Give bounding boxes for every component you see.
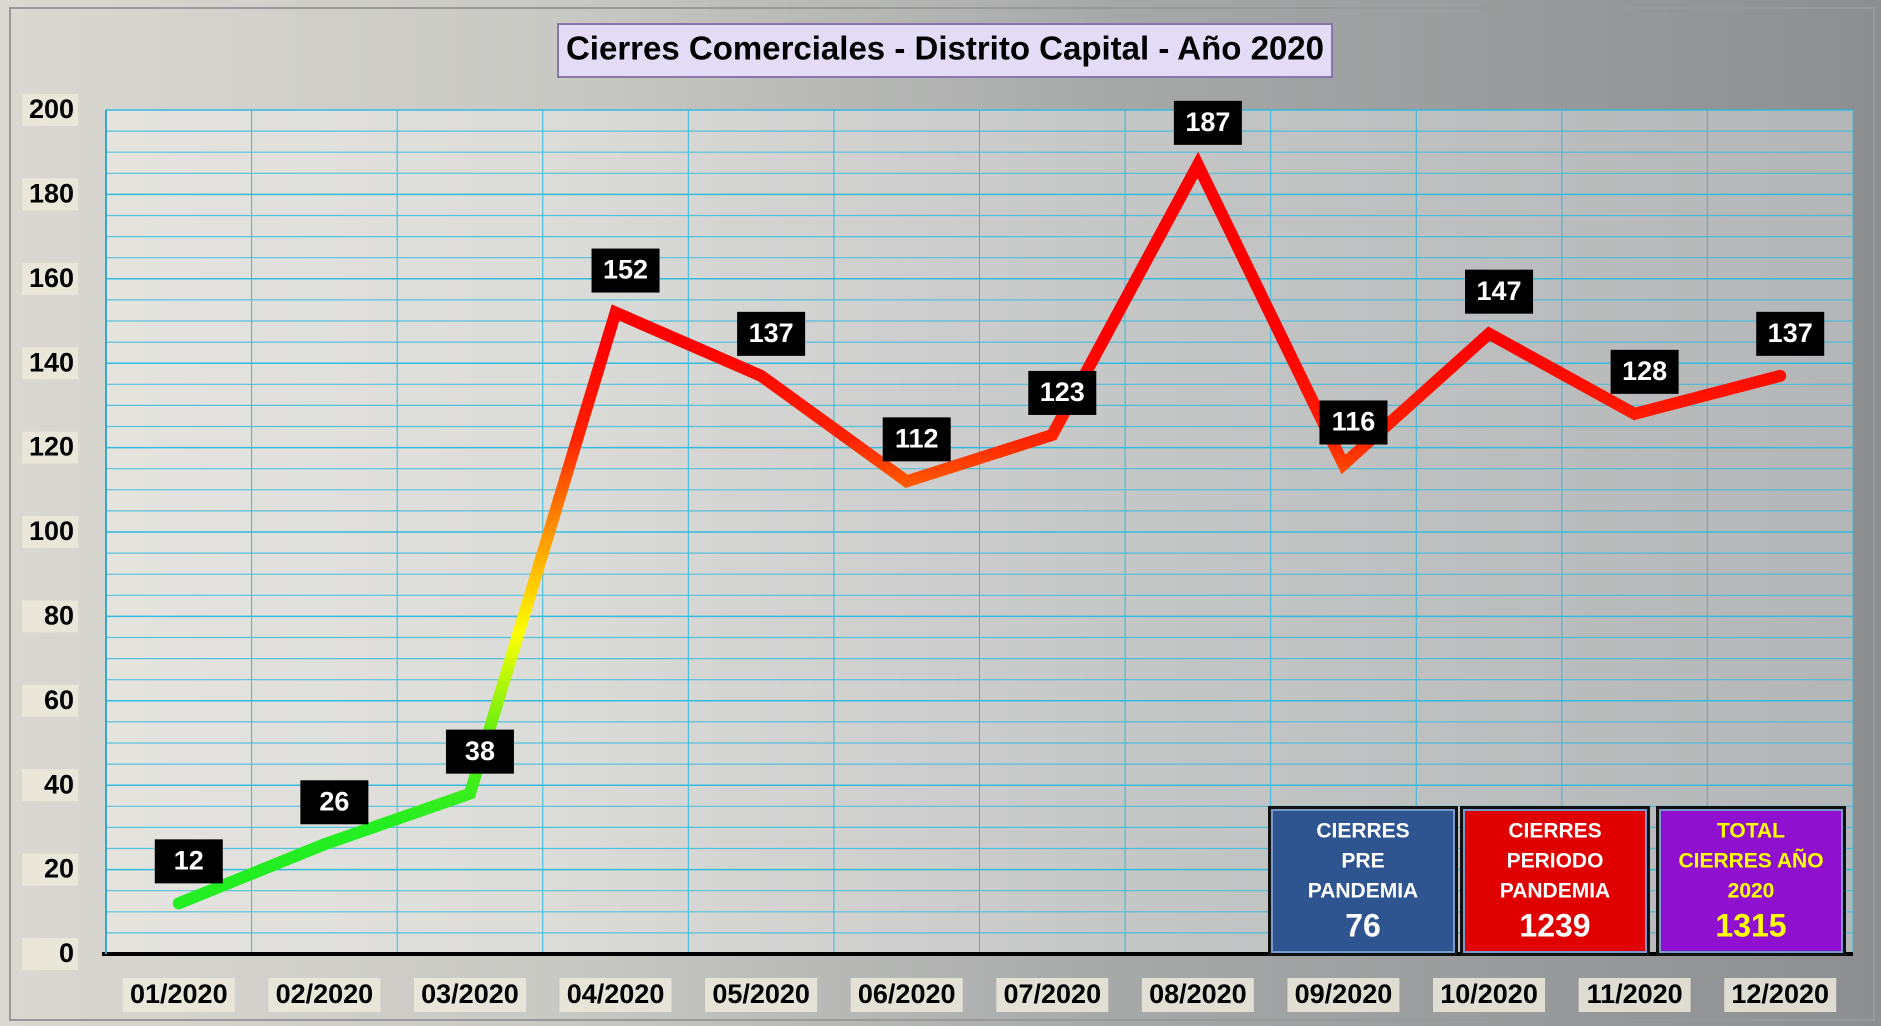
summary-label: 2020 xyxy=(1728,880,1775,903)
data-label: 123 xyxy=(1040,377,1085,407)
y-tick-label: 0 xyxy=(59,938,74,968)
data-label: 152 xyxy=(603,255,648,285)
page: {"chart_data": { "type": "line", "title"… xyxy=(0,0,1881,1026)
x-tick-label: 01/2020 xyxy=(130,979,228,1009)
data-label: 112 xyxy=(895,423,939,453)
x-tick-label: 02/2020 xyxy=(276,979,374,1009)
x-tick-label: 07/2020 xyxy=(1003,979,1101,1009)
summary-value: 1315 xyxy=(1715,907,1786,943)
summary-label: PERIODO xyxy=(1507,850,1604,873)
x-tick-label: 12/2020 xyxy=(1731,979,1829,1009)
y-tick-label: 120 xyxy=(29,432,74,462)
y-tick-label: 160 xyxy=(29,263,74,293)
summary-label: TOTAL xyxy=(1717,820,1785,843)
summary-label: PANDEMIA xyxy=(1308,880,1418,903)
y-tick-label: 80 xyxy=(44,601,74,631)
x-tick-label: 05/2020 xyxy=(712,979,810,1009)
y-tick-label: 140 xyxy=(29,347,74,377)
x-tick-label: 04/2020 xyxy=(567,979,665,1009)
data-label: 137 xyxy=(1768,318,1813,348)
chart: Cierres Comerciales - Distrito Capital -… xyxy=(0,0,1881,1026)
data-label: 26 xyxy=(319,786,349,816)
x-tick-label: 09/2020 xyxy=(1295,979,1393,1009)
data-label: 137 xyxy=(749,318,794,348)
data-label: 12 xyxy=(174,845,204,875)
summary-label: CIERRES AÑO xyxy=(1678,850,1823,873)
data-label: 128 xyxy=(1622,356,1667,386)
x-tick-label: 06/2020 xyxy=(858,979,956,1009)
data-label: 187 xyxy=(1185,107,1230,137)
summary-value: 76 xyxy=(1345,907,1381,943)
y-tick-label: 100 xyxy=(29,516,74,546)
summary-label: CIERRES xyxy=(1316,820,1409,843)
y-tick-label: 180 xyxy=(29,179,74,209)
summary-label: CIERRES xyxy=(1508,820,1601,843)
y-tick-label: 40 xyxy=(44,769,74,799)
data-label: 38 xyxy=(465,736,495,766)
x-tick-label: 08/2020 xyxy=(1149,979,1247,1009)
x-tick-label: 11/2020 xyxy=(1587,979,1683,1009)
summary-label: PRE xyxy=(1341,850,1384,873)
y-tick-label: 200 xyxy=(29,94,74,124)
data-label: 147 xyxy=(1477,276,1522,306)
data-label: 116 xyxy=(1332,407,1376,437)
x-tick-label: 03/2020 xyxy=(421,979,519,1009)
summary-label: PANDEMIA xyxy=(1500,880,1610,903)
y-tick-label: 20 xyxy=(44,854,74,884)
y-tick-label: 60 xyxy=(44,685,74,715)
summary-value: 1239 xyxy=(1519,907,1590,943)
x-tick-label: 10/2020 xyxy=(1440,979,1538,1009)
chart-title: Cierres Comerciales - Distrito Capital -… xyxy=(566,30,1324,67)
